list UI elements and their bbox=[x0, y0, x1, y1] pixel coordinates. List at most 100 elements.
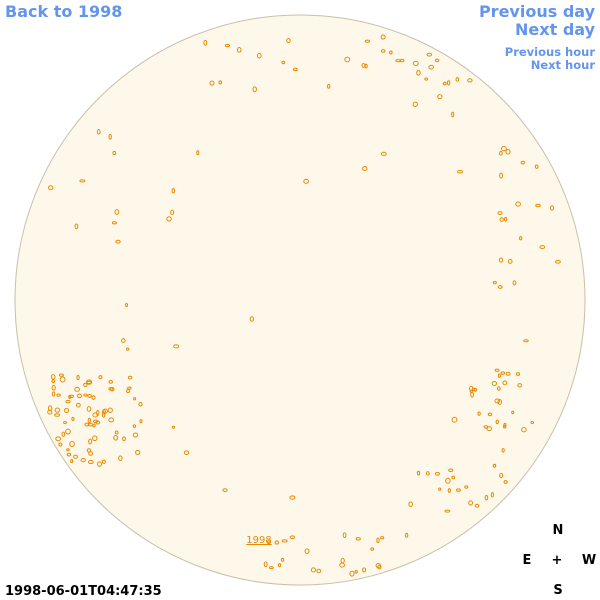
contour bbox=[107, 407, 113, 413]
contour bbox=[66, 448, 70, 452]
contour bbox=[504, 216, 508, 222]
contour bbox=[63, 420, 67, 425]
contour bbox=[446, 80, 451, 86]
contour bbox=[416, 470, 421, 476]
contour bbox=[497, 211, 503, 216]
contour bbox=[486, 426, 492, 432]
contour bbox=[375, 562, 381, 569]
contour bbox=[118, 455, 123, 462]
contour bbox=[416, 69, 421, 76]
contour bbox=[124, 302, 129, 307]
contour bbox=[515, 201, 521, 207]
contour bbox=[289, 495, 296, 500]
contour bbox=[55, 436, 62, 442]
contour bbox=[76, 402, 81, 408]
next-day-link[interactable]: Next day bbox=[515, 20, 596, 39]
contour bbox=[278, 563, 282, 568]
contour bbox=[74, 223, 79, 230]
contour bbox=[87, 393, 92, 398]
contour bbox=[286, 38, 291, 44]
solar-disk bbox=[14, 14, 586, 586]
contour bbox=[263, 561, 268, 568]
contour bbox=[54, 413, 61, 417]
contour bbox=[122, 436, 126, 442]
contour bbox=[474, 503, 480, 508]
contour bbox=[65, 399, 71, 404]
back-link[interactable]: Back to 1998 bbox=[5, 2, 122, 21]
contour bbox=[534, 164, 539, 169]
previous-hour-link[interactable]: Previous hour bbox=[505, 45, 596, 59]
contour bbox=[555, 259, 561, 264]
contour bbox=[281, 539, 288, 543]
contour bbox=[92, 412, 99, 418]
contour bbox=[438, 487, 442, 491]
contour bbox=[101, 411, 106, 418]
contour bbox=[380, 151, 387, 156]
contour bbox=[50, 374, 56, 380]
disk-label[interactable]: 1998 bbox=[246, 535, 271, 546]
contour bbox=[139, 419, 143, 424]
contour bbox=[87, 423, 94, 427]
contour bbox=[112, 150, 117, 156]
contour bbox=[171, 188, 176, 194]
contour bbox=[114, 209, 120, 215]
contour bbox=[497, 399, 503, 405]
contour bbox=[170, 209, 175, 216]
contour bbox=[477, 411, 481, 416]
contour bbox=[502, 380, 508, 386]
contour bbox=[236, 47, 242, 53]
contour bbox=[499, 217, 504, 222]
contour bbox=[133, 397, 137, 401]
contour bbox=[445, 477, 451, 484]
contour bbox=[494, 398, 501, 404]
contour bbox=[484, 495, 489, 501]
contour bbox=[498, 257, 504, 263]
contour bbox=[224, 43, 231, 48]
contour bbox=[520, 160, 526, 165]
contour bbox=[108, 387, 114, 391]
contour bbox=[455, 488, 461, 492]
contour bbox=[83, 382, 88, 387]
contour bbox=[80, 458, 86, 463]
contour bbox=[63, 407, 70, 414]
contour bbox=[79, 179, 86, 183]
contour bbox=[91, 395, 96, 400]
contour bbox=[380, 536, 385, 540]
contour bbox=[108, 133, 112, 140]
contour bbox=[412, 101, 418, 107]
contour bbox=[76, 374, 80, 381]
contour bbox=[451, 111, 455, 118]
contour bbox=[512, 280, 517, 286]
contour bbox=[444, 509, 451, 513]
contour bbox=[364, 63, 368, 69]
contour bbox=[467, 78, 473, 83]
contour bbox=[451, 416, 458, 423]
contour bbox=[196, 150, 200, 156]
contour bbox=[102, 408, 108, 414]
contour bbox=[48, 185, 54, 191]
contour bbox=[468, 500, 473, 506]
contour bbox=[183, 450, 190, 456]
contour bbox=[92, 435, 98, 442]
contour bbox=[521, 427, 527, 433]
previous-day-link[interactable]: Previous day bbox=[479, 2, 596, 21]
contour bbox=[362, 166, 368, 172]
contour bbox=[495, 419, 499, 425]
contour bbox=[274, 540, 280, 545]
contour bbox=[499, 472, 504, 478]
contour bbox=[370, 547, 375, 551]
contour bbox=[71, 416, 75, 421]
contour bbox=[73, 454, 78, 459]
next-hour-link[interactable]: Next hour bbox=[531, 58, 596, 72]
contour bbox=[65, 428, 71, 435]
contour bbox=[342, 532, 347, 539]
contour bbox=[84, 422, 90, 427]
contour bbox=[98, 375, 103, 380]
contour bbox=[408, 501, 413, 507]
contour bbox=[412, 60, 419, 67]
contour bbox=[249, 316, 254, 322]
contour bbox=[280, 557, 285, 562]
contour bbox=[126, 388, 131, 394]
compass-south: S bbox=[553, 583, 562, 598]
contour bbox=[424, 77, 429, 81]
